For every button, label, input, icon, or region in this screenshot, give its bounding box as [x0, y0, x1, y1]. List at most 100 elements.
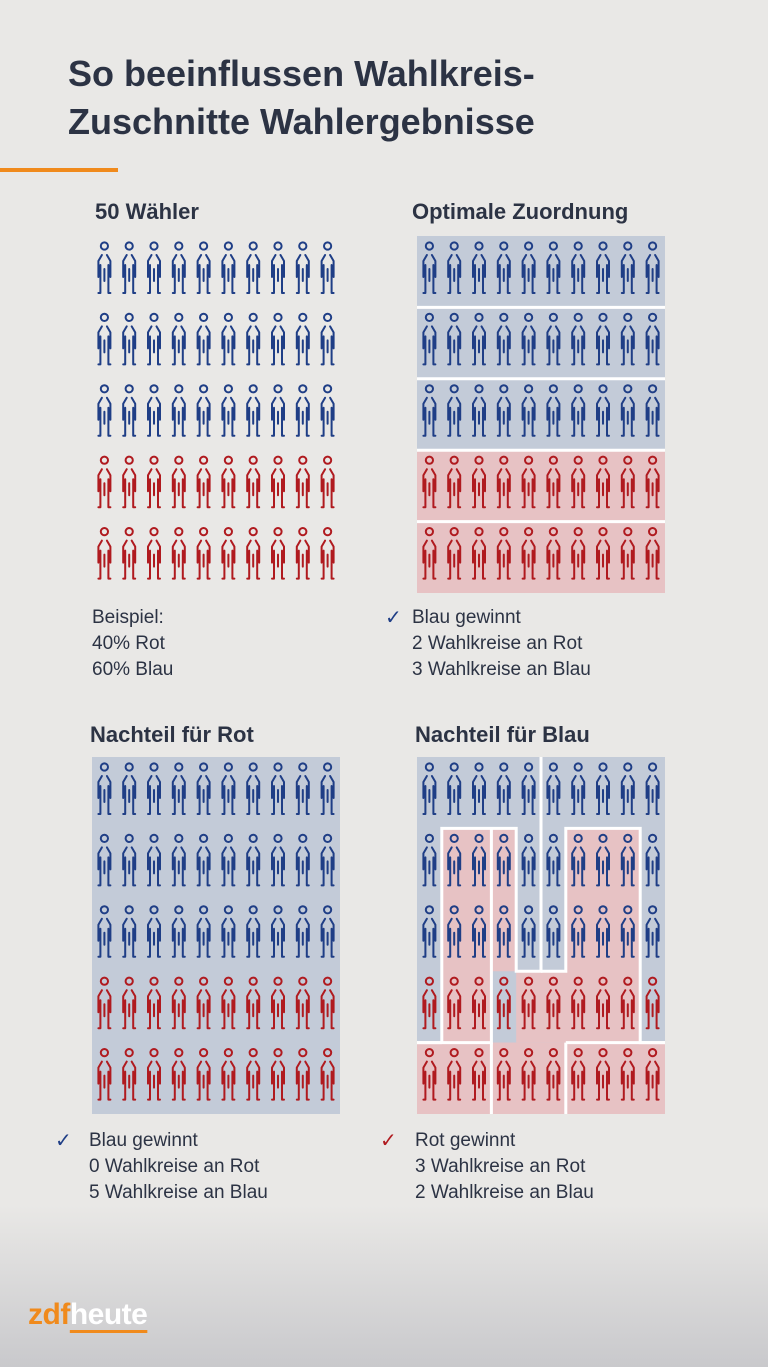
panel-voters-title: 50 Wähler — [95, 199, 199, 224]
voter-icon — [496, 455, 511, 509]
title-line-2: Zuschnitte Wahlergebnisse — [68, 101, 535, 142]
voter-icon — [620, 312, 635, 366]
voter-icon — [447, 976, 462, 1030]
voter-icon — [496, 762, 511, 815]
voter-icon — [620, 241, 635, 294]
district-border — [440, 757, 543, 1043]
voter-icon — [271, 384, 285, 437]
disadvantage-blue-grid — [417, 757, 665, 1114]
voter-icon — [472, 762, 486, 815]
voter-icon — [472, 1048, 486, 1101]
result-line: 2 Wahlkreise an Blau — [415, 1182, 594, 1203]
voter-icon — [122, 762, 137, 815]
voter-icon — [496, 833, 511, 887]
voter-icon — [147, 312, 161, 366]
voter-icon — [171, 312, 186, 366]
voter-icon — [246, 241, 261, 294]
voter-icon — [447, 1048, 462, 1101]
voter-icon — [447, 833, 462, 887]
voter-icon — [620, 905, 635, 958]
voter-icon — [620, 833, 635, 887]
disadvantage-red-result: Blau gewinnt 0 Wahlkreise an Rot 5 Wahlk… — [89, 1128, 268, 1206]
voter-icon — [171, 455, 186, 509]
voter-icon — [571, 905, 586, 958]
voter-icon — [645, 976, 660, 1030]
voter-icon — [472, 905, 486, 958]
voter-icon — [122, 384, 137, 437]
result-line: 2 Wahlkreise an Rot — [412, 633, 583, 654]
voter-icon — [196, 455, 211, 509]
optimal-result: Blau gewinnt 2 Wahlkreise an Rot 3 Wahlk… — [412, 605, 591, 683]
result-line: Rot gewinnt — [415, 1130, 516, 1151]
voter-icon — [546, 762, 561, 815]
voter-icon — [596, 762, 610, 815]
voter-icon — [596, 833, 610, 887]
voter-icon — [320, 905, 335, 958]
voter-icon — [246, 833, 261, 887]
voter-icon — [196, 762, 211, 815]
voter-icon — [147, 241, 161, 294]
voter-icon — [422, 905, 437, 958]
voter-icon — [246, 455, 261, 509]
voter-icon — [620, 384, 635, 437]
voter-icon — [97, 833, 112, 887]
voter-icon — [596, 976, 610, 1030]
voter-icon — [596, 1048, 610, 1101]
voter-icon — [472, 833, 486, 887]
voter-icon — [422, 833, 437, 887]
voter-icon — [546, 241, 561, 294]
voter-icon — [521, 1048, 536, 1101]
voter-icon — [221, 1048, 236, 1101]
voter-icon — [571, 455, 586, 509]
voter-icon — [422, 384, 437, 437]
voter-icon — [447, 241, 462, 294]
district-border — [417, 828, 493, 1045]
voter-icon — [320, 527, 335, 580]
voter-icon — [645, 455, 660, 509]
voter-icon — [546, 455, 561, 509]
voter-icon — [221, 241, 236, 294]
voter-icon — [596, 527, 610, 580]
panel-optimal-title: Optimale Zuordnung — [412, 199, 629, 224]
voter-icon — [320, 762, 335, 815]
voter-icon — [271, 762, 285, 815]
voter-icon — [246, 905, 261, 958]
logo-heute: heute — [69, 1298, 148, 1331]
voter-icon — [97, 384, 112, 437]
voter-icon — [246, 762, 261, 815]
voter-icon — [320, 1048, 335, 1101]
panel-disadvantage-blue-title: Nachteil für Blau — [415, 722, 590, 747]
voter-icon — [147, 905, 161, 958]
result-line: Blau gewinnt — [89, 1130, 198, 1151]
voter-icon — [221, 455, 236, 509]
voter-icon — [97, 312, 112, 366]
voter-icon — [571, 241, 586, 294]
district-zone — [491, 828, 517, 972]
voter-icon — [97, 241, 112, 294]
voter-icon — [271, 833, 285, 887]
voter-icon — [472, 384, 486, 437]
disadvantage-red-grid — [92, 757, 340, 1114]
voter-icon — [546, 527, 561, 580]
voter-icon — [496, 976, 511, 1030]
voter-icon — [472, 312, 486, 366]
voter-icon — [645, 241, 660, 294]
zdfheute-logo: zdfheute — [28, 1298, 148, 1332]
result-line: 3 Wahlkreise an Rot — [415, 1156, 586, 1177]
voter-icon — [271, 905, 285, 958]
voter-icon — [447, 905, 462, 958]
voter-icon — [271, 241, 285, 294]
voter-icon — [320, 455, 335, 509]
voter-icon — [221, 384, 236, 437]
optimal-grid — [417, 236, 665, 593]
district-zone — [516, 828, 541, 972]
voter-icon — [422, 527, 437, 580]
voter-icon — [246, 312, 261, 366]
voter-icon — [147, 976, 161, 1030]
voter-icon — [472, 527, 486, 580]
voter-icon — [472, 241, 486, 294]
voter-icon — [122, 1048, 137, 1101]
voter-icon — [521, 976, 536, 1030]
voter-icon — [422, 241, 437, 294]
voter-icon — [571, 762, 586, 815]
